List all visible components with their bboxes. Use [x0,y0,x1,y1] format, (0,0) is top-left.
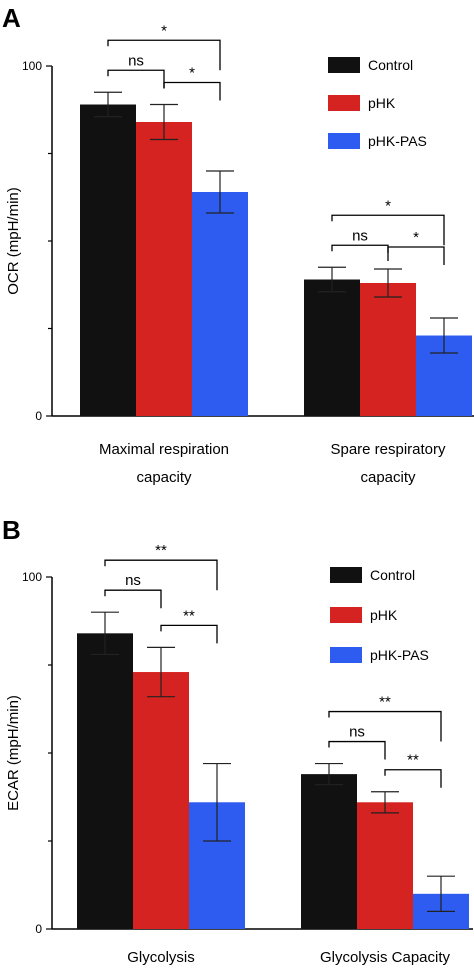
y-axis-label: OCR (mpH/min) [5,187,22,295]
significance-bracket [387,246,445,265]
bar-phk-pas-1 [192,192,248,416]
significance-label: ns [128,52,144,69]
y-tick-label: 100 [22,570,42,584]
bar-phk-2 [360,283,416,416]
legend-label: Control [368,57,413,73]
panel-letter: B [2,515,21,545]
significance-bracket [104,589,162,609]
bar-control-2 [304,279,360,416]
significance-bracket [107,69,165,89]
bar-control-2 [301,774,357,929]
significance-label: * [161,22,167,39]
significance-bracket [160,624,218,644]
significance-bracket [107,39,221,71]
significance-label: * [189,65,195,82]
significance-label: ** [379,694,391,711]
y-axis-label: ECAR (mpH/min) [5,695,22,811]
category-label: Glycolysis Capacity [320,949,451,966]
significance-bracket [328,740,386,760]
category-label: Glycolysis [127,949,195,966]
bar-phk-1 [133,672,189,929]
significance-label: ns [352,227,368,244]
category-label: Maximal respiration [99,441,229,458]
significance-label: ns [349,724,365,741]
significance-label: ** [183,607,195,624]
legend-label: pHK-PAS [370,647,429,663]
legend-swatch [330,567,362,583]
legend-swatch [330,607,362,623]
significance-bracket [331,244,389,261]
chart-panel-b: B 0 100 ECAR (mpH/min) Glycolysis Glycolysis … [2,515,473,966]
panel-letter: A [2,3,21,33]
significance-bracket [331,214,445,246]
legend-label: pHK-PAS [368,133,427,149]
legend-swatch [328,57,360,73]
significance-bracket [384,769,442,788]
bar-phk-2 [357,802,413,929]
y-tick-label: 0 [35,409,42,423]
category-label: capacity [360,469,416,486]
chart-panel-a: A 0 100 OCR (mpH/min) Maximal respiration cap… [2,3,474,486]
legend-swatch [328,95,360,111]
category-label: capacity [136,469,192,486]
y-tick-label: 0 [35,922,42,936]
legend-label: pHK [368,95,396,111]
y-tick-label: 100 [22,59,42,73]
category-label: Spare respiratory [330,441,446,458]
significance-bracket [104,559,218,591]
significance-label: ** [407,752,419,769]
bar-control-1 [80,104,136,416]
legend-label: Control [370,567,415,583]
significance-label: * [413,229,419,246]
legend-label: pHK [370,607,398,623]
significance-label: ** [155,542,167,559]
legend-swatch [328,133,360,149]
bar-phk-1 [136,122,192,416]
significance-label: ns [125,572,141,589]
bar-control-1 [77,633,133,929]
significance-label: * [385,197,391,214]
legend-swatch [330,647,362,663]
significance-bracket [328,710,442,742]
significance-bracket [163,81,221,101]
